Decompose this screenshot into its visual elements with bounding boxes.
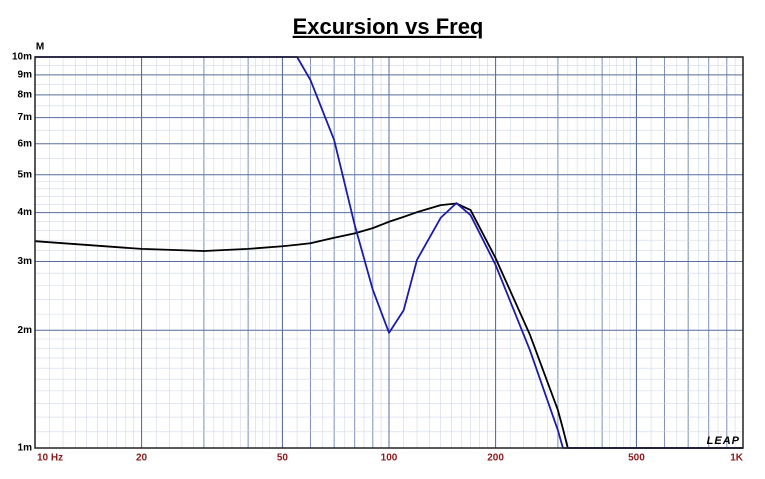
x-tick-label: 20 (136, 453, 148, 464)
x-tick-label: 200 (487, 453, 504, 464)
series-line (34, 202, 743, 449)
y-tick-label: 6m (18, 138, 33, 149)
y-tick-label: 3m (18, 256, 33, 267)
y-tick-label: 8m (18, 90, 33, 101)
y-tick-label: 2m (18, 325, 33, 336)
x-tick-label: 1K (730, 453, 744, 464)
grid (34, 56, 744, 449)
y-tick-label: 7m (18, 112, 33, 123)
y-unit: M (36, 42, 44, 53)
x-tick-label: 10 Hz (37, 453, 63, 464)
y-tick-label: 9m (18, 70, 33, 81)
y-tick-label: 1m (18, 443, 33, 454)
logo: LEAP (707, 435, 740, 447)
y-tick-label: 10m (12, 52, 32, 63)
y-tick-label: 4m (18, 207, 33, 218)
x-tick-label: 500 (628, 453, 645, 464)
plot-frame (34, 56, 744, 449)
y-tick-label: 5m (18, 169, 33, 180)
x-tick-label: 50 (277, 453, 289, 464)
x-tick-label: 100 (381, 453, 398, 464)
chart-title: Excursion vs Freq (293, 14, 484, 39)
